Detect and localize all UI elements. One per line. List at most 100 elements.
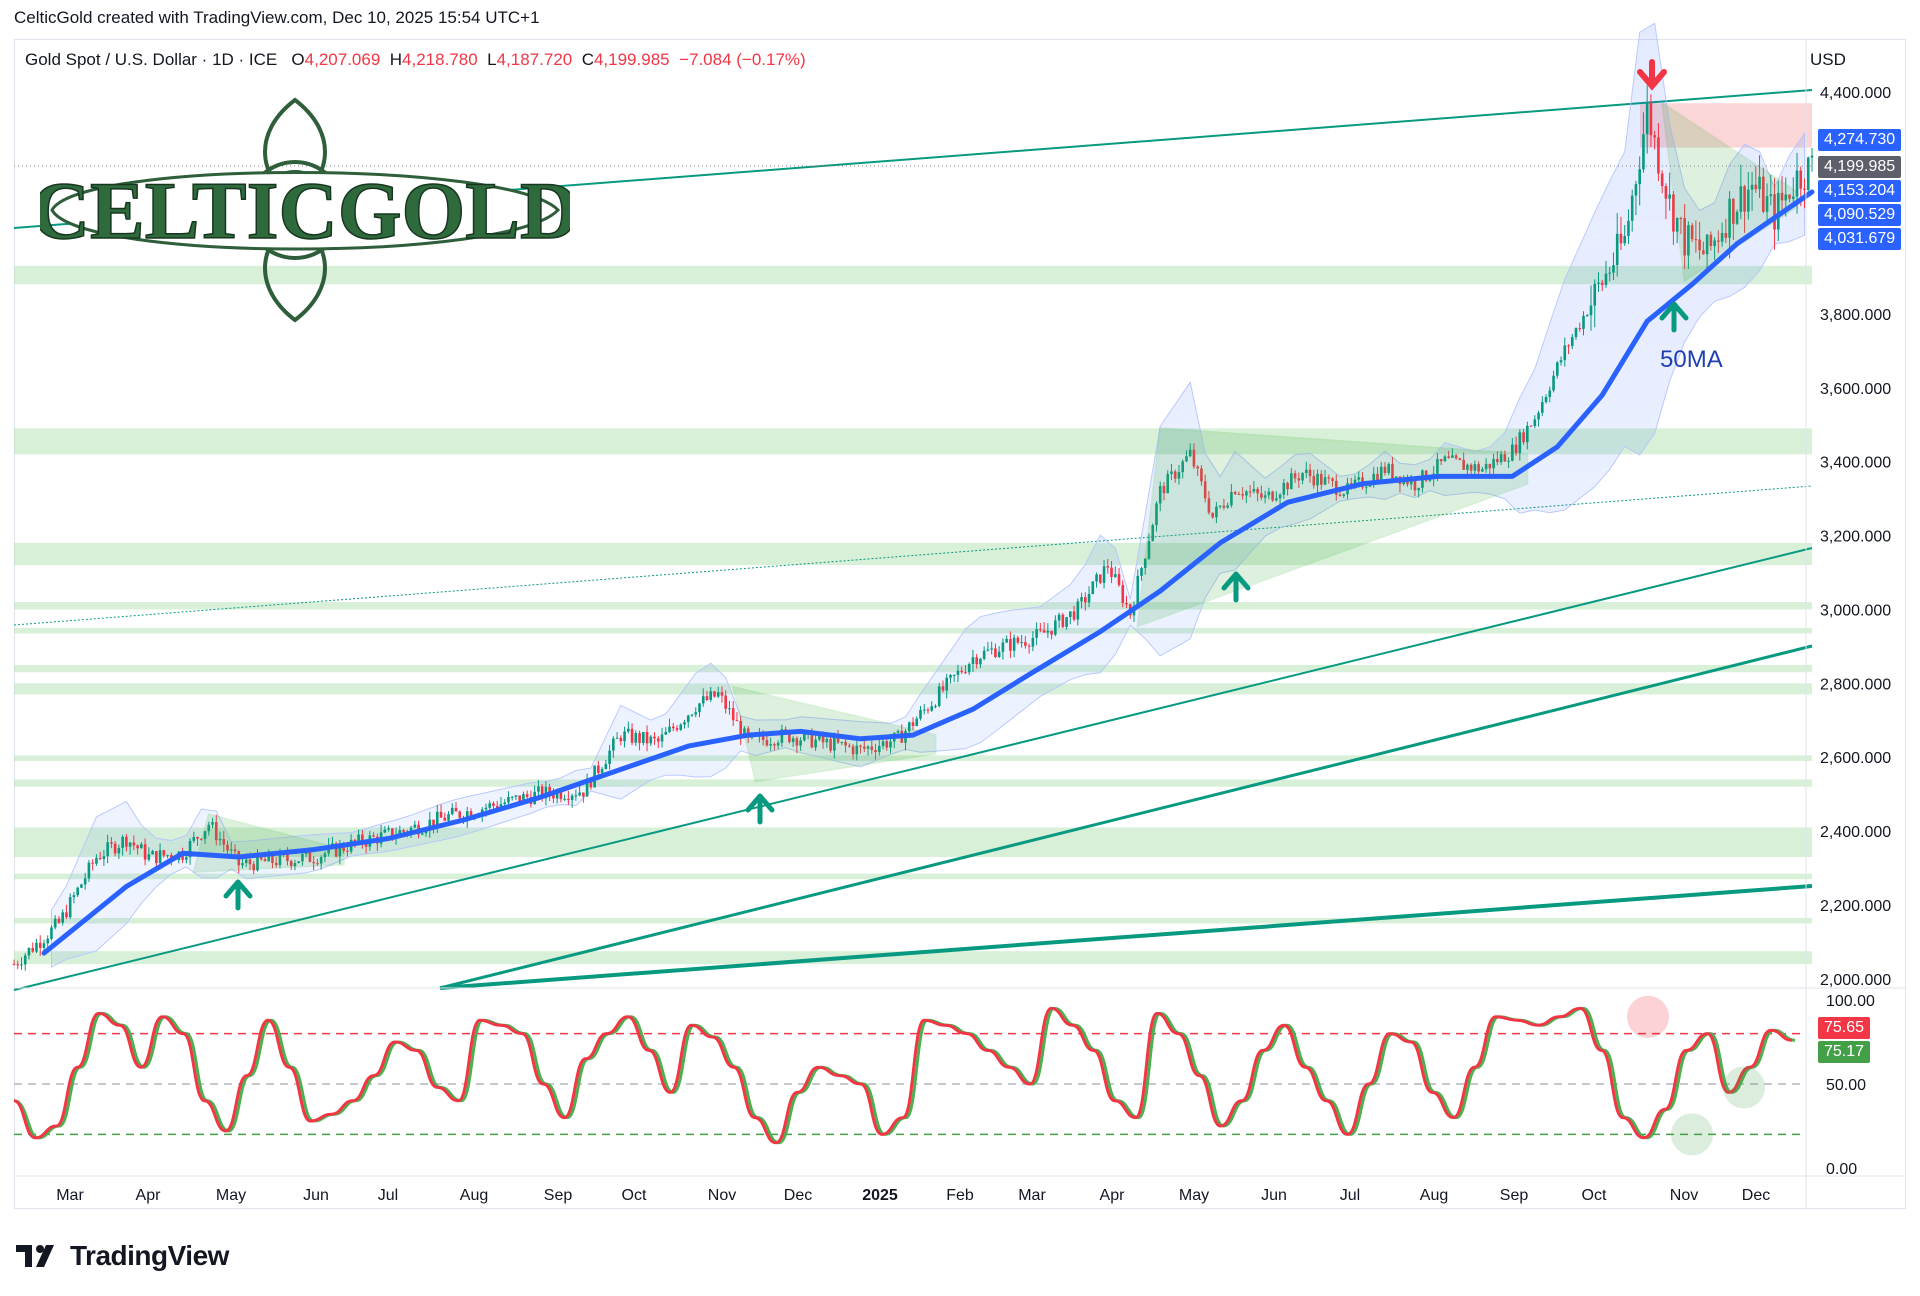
candle-body[interactable] (1615, 233, 1619, 266)
candle-body[interactable] (353, 839, 357, 843)
candle-body[interactable] (226, 844, 229, 851)
candle-body[interactable] (510, 796, 514, 798)
candle-body[interactable] (514, 795, 518, 797)
candle-body[interactable] (1196, 466, 1199, 469)
candle-body[interactable] (791, 738, 795, 743)
candle-body[interactable] (76, 887, 79, 896)
candle-body[interactable] (919, 709, 922, 719)
candle-body[interactable] (1514, 444, 1518, 453)
candle-body[interactable] (1732, 198, 1735, 224)
candle-body[interactable] (1705, 234, 1709, 255)
candle-body[interactable] (1773, 194, 1776, 230)
candle-body[interactable] (110, 842, 113, 844)
candle-body[interactable] (1679, 217, 1683, 219)
candle-body[interactable] (675, 728, 679, 730)
candle-body[interactable] (1260, 493, 1263, 498)
candle-body[interactable] (615, 737, 619, 739)
candle-body[interactable] (1263, 495, 1267, 498)
candle-body[interactable] (1675, 217, 1679, 232)
candle-body[interactable] (1630, 195, 1634, 221)
candle-body[interactable] (20, 964, 23, 966)
candle-body[interactable] (1057, 614, 1061, 621)
candle-body[interactable] (1589, 305, 1593, 316)
candle-body[interactable] (87, 862, 91, 879)
candle-body[interactable] (147, 854, 151, 860)
candle-body[interactable] (1005, 638, 1008, 643)
candle-body[interactable] (211, 822, 214, 825)
candle-body[interactable] (563, 798, 566, 800)
candle-body[interactable] (1305, 469, 1308, 473)
candle-body[interactable] (1069, 611, 1072, 618)
candle-body[interactable] (896, 730, 900, 733)
candle-body[interactable] (1095, 574, 1098, 582)
candle-body[interactable] (945, 677, 949, 691)
candle-body[interactable] (1619, 233, 1623, 244)
candle-body[interactable] (241, 863, 244, 866)
candle-body[interactable] (1683, 218, 1686, 256)
candle-body[interactable] (424, 830, 428, 834)
candle-body[interactable] (1031, 637, 1035, 647)
candle-body[interactable] (301, 854, 304, 862)
candle-body[interactable] (312, 861, 315, 864)
candle-body[interactable] (1649, 102, 1653, 136)
candle-body[interactable] (91, 862, 94, 864)
candle-body[interactable] (698, 703, 701, 713)
candle-body[interactable] (1810, 155, 1814, 158)
candle-body[interactable] (522, 794, 525, 803)
candle-body[interactable] (1080, 597, 1083, 602)
candle-body[interactable] (612, 738, 615, 751)
candle-body[interactable] (1241, 494, 1244, 496)
candle-body[interactable] (683, 722, 686, 725)
candle-body[interactable] (1248, 491, 1252, 493)
candle-body[interactable] (859, 745, 862, 747)
candle-body[interactable] (357, 834, 360, 843)
candle-body[interactable] (121, 836, 124, 848)
candle-body[interactable] (83, 878, 87, 885)
candle-body[interactable] (784, 729, 787, 731)
candle-body[interactable] (1293, 473, 1297, 479)
candle-body[interactable] (503, 802, 507, 805)
candle-body[interactable] (469, 811, 473, 818)
candle-body[interactable] (1237, 494, 1241, 496)
candle-body[interactable] (98, 857, 102, 860)
candle-body[interactable] (420, 833, 424, 835)
candle-body[interactable] (1065, 617, 1068, 627)
candle-body[interactable] (836, 737, 840, 743)
candle-body[interactable] (218, 838, 222, 841)
candle-body[interactable] (686, 715, 690, 723)
candle-body[interactable] (1600, 282, 1604, 285)
candle-body[interactable] (1544, 396, 1548, 403)
candle-body[interactable] (818, 734, 821, 740)
candle-body[interactable] (544, 786, 548, 799)
candle-body[interactable] (840, 741, 844, 743)
candle-body[interactable] (125, 836, 128, 847)
candle-body[interactable] (1642, 134, 1645, 170)
candle-body[interactable] (1720, 232, 1724, 242)
candle-body[interactable] (1024, 642, 1027, 646)
candle-body[interactable] (1417, 487, 1420, 491)
candle-body[interactable] (65, 912, 68, 918)
candle-body[interactable] (289, 860, 293, 867)
candle-body[interactable] (1709, 234, 1713, 246)
candle-body[interactable] (911, 722, 915, 726)
candle-body[interactable] (1113, 574, 1117, 578)
candle-body[interactable] (552, 794, 555, 799)
candle-body[interactable] (585, 778, 589, 797)
candle-body[interactable] (1687, 225, 1690, 256)
candle-body[interactable] (773, 744, 776, 746)
candle-body[interactable] (649, 736, 653, 744)
candle-body[interactable] (132, 842, 136, 846)
candle-body[interactable] (788, 730, 791, 743)
candle-body[interactable] (604, 764, 608, 770)
candle-body[interactable] (1230, 492, 1233, 506)
candle-body[interactable] (495, 805, 499, 809)
candle-body[interactable] (1439, 459, 1443, 462)
candle-body[interactable] (1518, 432, 1522, 453)
candle-body[interactable] (162, 850, 166, 856)
candle-body[interactable] (1338, 494, 1342, 496)
candle-body[interactable] (1319, 473, 1323, 485)
candle-body[interactable] (53, 918, 57, 928)
candle-body[interactable] (1563, 345, 1567, 361)
candle-body[interactable] (855, 745, 859, 755)
candle-body[interactable] (776, 742, 780, 746)
